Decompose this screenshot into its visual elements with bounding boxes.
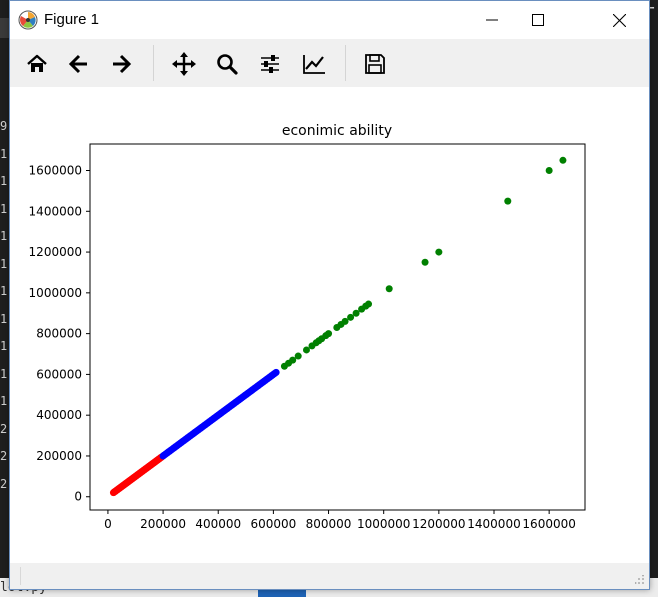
x-tick-label: 200000 [140,517,186,531]
background-line-char: 9 [0,119,8,133]
move-icon [172,52,196,76]
y-tick-label: 1000000 [29,286,82,300]
line-chart-icon [303,55,325,74]
data-point-series-2 [365,300,373,308]
background-line-char: 1 [0,394,8,408]
figure-canvas[interactable]: econimic ability 0 200000 400000 600000 8000… [10,87,649,563]
forward-button[interactable] [106,49,136,79]
data-point-series-2 [341,317,349,325]
title-bar[interactable]: Figure 1 [10,1,649,39]
status-bar [10,563,649,589]
data-point-series-2 [325,330,333,338]
background-line-char: 1 [0,174,8,188]
navigation-toolbar [10,39,649,87]
x-tick-label: 800000 [306,517,352,531]
x-tick-label: 0 [104,517,112,531]
x-tick-label: 400000 [195,517,241,531]
x-tick-label: 1200000 [412,517,465,531]
y-tick-label: 1600000 [29,164,82,178]
resize-grip-icon[interactable] [635,575,645,585]
magnifier-icon [217,54,238,75]
sliders-icon [261,55,279,73]
background-line-char: 2 [0,421,8,436]
background-editor-tab [0,18,10,38]
save-button[interactable] [360,49,390,79]
background-line-char: 1 [0,311,8,326]
data-point-series-2 [289,356,297,364]
x-tick-label: 1000000 [357,517,410,531]
background-taskbar-tab[interactable] [258,588,306,597]
data-point-series-1 [272,368,280,376]
data-point-series-2 [435,248,443,256]
data-point-series-2 [302,346,310,354]
arrow-right-icon [113,54,132,74]
data-point-series-2 [347,313,355,321]
y-tick-label: 800000 [36,327,82,341]
scatter-chart[interactable]: econimic ability 0 200000 400000 600000 8000… [10,87,649,563]
minimize-button[interactable] [469,1,515,39]
background-line-char: 1 [0,201,8,216]
status-separator [20,567,21,585]
x-tick-label: 1600000 [522,517,575,531]
arrow-left-icon [68,54,87,74]
pan-button[interactable] [169,49,199,79]
data-point-series-2 [504,197,512,205]
toolbar-separator [345,45,346,81]
data-point-series-2 [559,156,567,164]
home-button[interactable] [22,49,52,79]
data-point-series-2 [352,309,360,317]
x-tick-label: 600000 [250,517,296,531]
close-button[interactable] [596,1,642,39]
data-point-series-2 [385,285,393,293]
subplots-button[interactable] [255,49,285,79]
background-line-char: 1 [0,229,8,243]
background-line-char: 1 [0,284,8,298]
background-line-char: 1 [0,256,8,271]
toolbar-separator [153,45,154,81]
y-tick-label: 400000 [36,408,82,422]
y-tick-label: 1400000 [29,204,82,218]
minimize-icon [486,19,498,21]
matplotlib-app-icon [18,10,38,30]
edit-axes-button[interactable] [299,49,329,79]
home-icon [27,54,47,72]
y-tick-label: 1200000 [29,245,82,259]
zoom-button[interactable] [212,49,242,79]
chart-title: econimic ability [282,123,392,139]
x-tick-label: 1400000 [467,517,520,531]
background-line-char: 1 [0,366,8,381]
y-tick-label: 0 [74,490,82,504]
back-button[interactable] [64,49,94,79]
background-line-char: 2 [0,476,8,491]
figure-window: Figure 1 [9,0,650,590]
maximize-icon [532,14,544,26]
floppy-disk-icon [365,54,385,74]
window-title: Figure 1 [44,11,100,28]
maximize-button[interactable] [515,1,561,39]
background-line-char: 1 [0,146,8,161]
close-icon [612,13,626,27]
axes-frame [89,143,586,511]
data-point-series-2 [421,258,429,266]
data-point-series-2 [294,352,302,360]
y-tick-label: 600000 [36,367,82,381]
y-tick-label: 200000 [36,449,82,463]
data-point-series-2 [545,167,553,175]
background-line-char: 2 [0,449,8,463]
background-line-char: 1 [0,339,8,353]
